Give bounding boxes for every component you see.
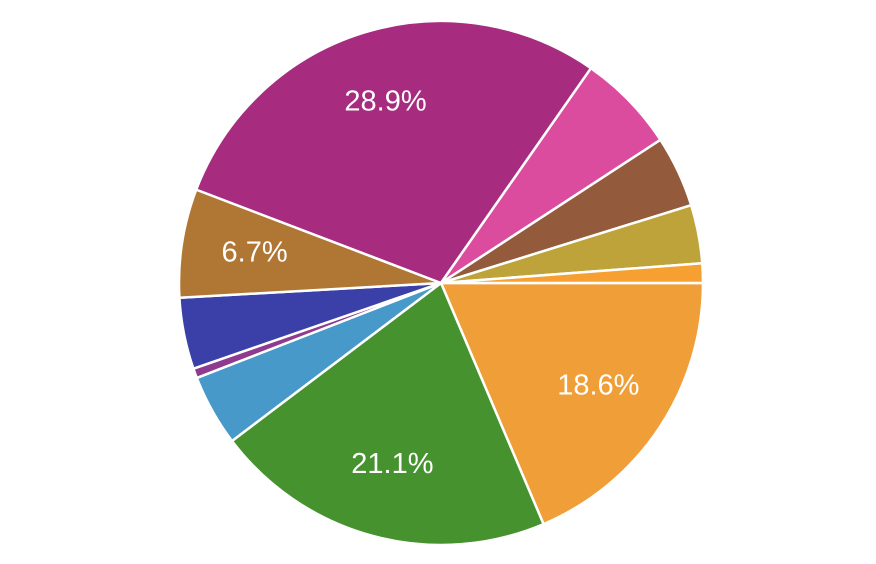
pie-slice bbox=[194, 19, 593, 285]
data-label: 18.6% bbox=[557, 370, 639, 402]
pie-slice bbox=[439, 281, 705, 526]
data-label: 21.1% bbox=[351, 448, 433, 480]
data-label: 28.9% bbox=[344, 85, 426, 117]
data-label: 6.7% bbox=[222, 237, 288, 269]
pie-slice bbox=[230, 281, 545, 547]
pie-slice bbox=[439, 262, 705, 285]
pie-slice bbox=[177, 188, 443, 300]
